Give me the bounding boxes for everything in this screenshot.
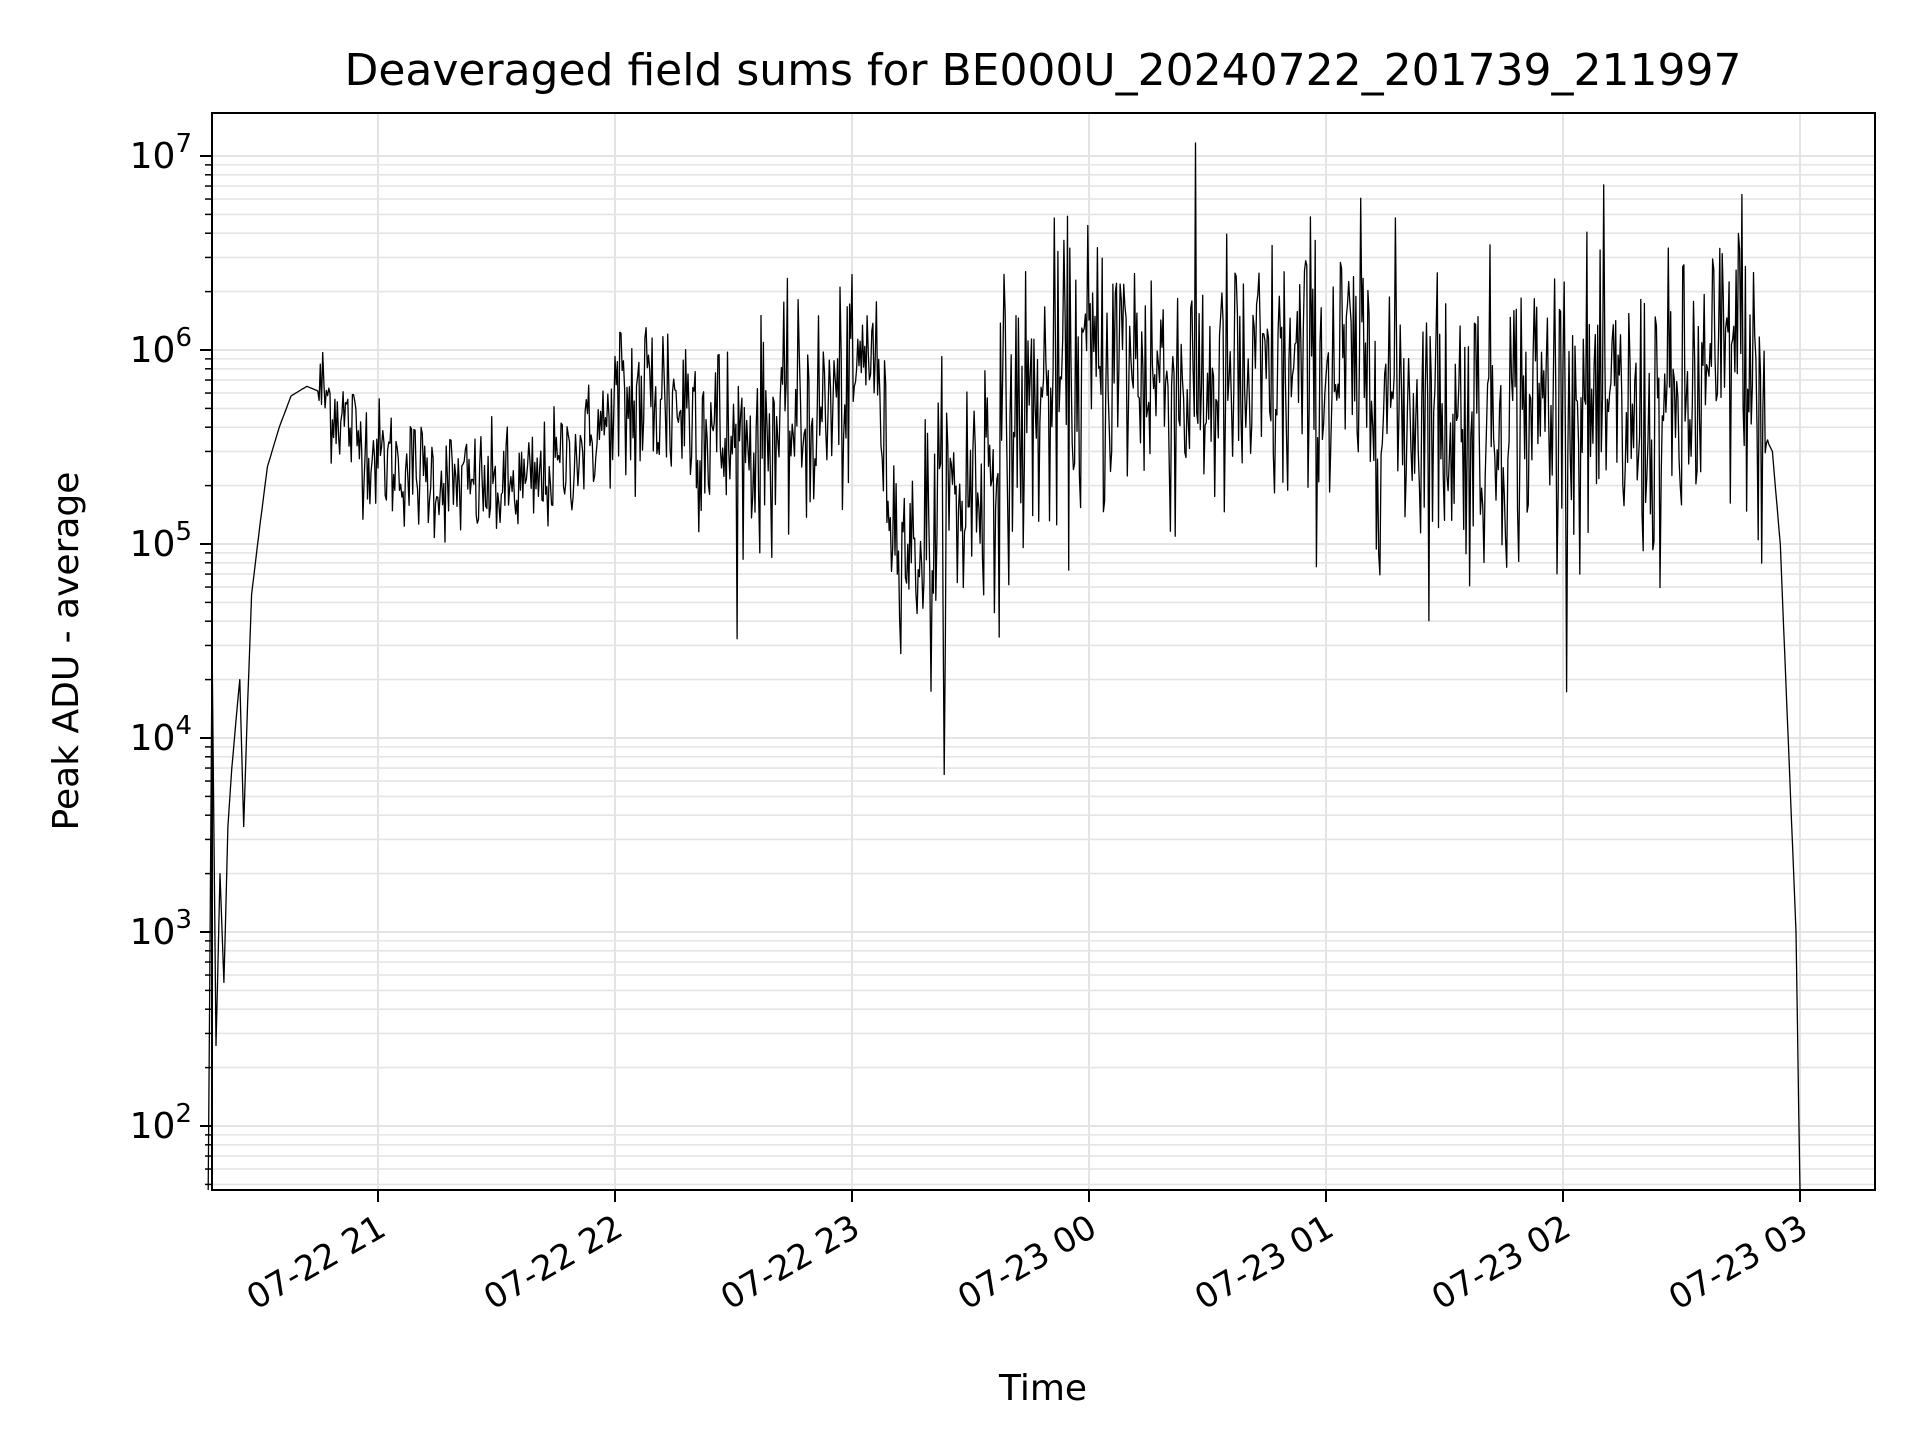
x-axis-title: Time	[998, 1368, 1087, 1409]
y-tick-label: 105	[130, 517, 192, 565]
plot-frame	[211, 112, 1876, 1191]
y-tick-label: 106	[130, 323, 192, 371]
data-series-line	[207, 142, 1801, 1191]
y-tick-label: 103	[130, 905, 192, 953]
y-tick-label: 104	[130, 711, 192, 759]
chart-title: Deaveraged field sums for BE000U_2024072…	[344, 45, 1741, 96]
y-tick-label: 107	[130, 129, 192, 177]
y-axis: 102 103 104 105 106 107	[130, 129, 212, 1186]
y-tick-label: 102	[130, 1099, 192, 1147]
y-axis-title: Peak ADU - average	[46, 472, 87, 831]
plot-area	[207, 142, 1801, 1191]
